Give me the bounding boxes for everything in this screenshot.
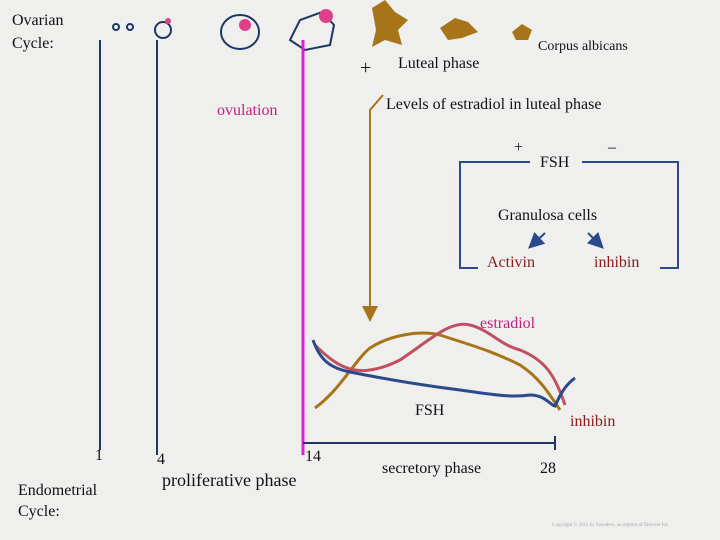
day: 28 <box>540 460 556 477</box>
feedback-minus: – <box>607 139 617 156</box>
follicles <box>112 10 336 52</box>
proliferative-phase: proliferative phase <box>162 470 296 490</box>
inhibin: inhibin <box>594 254 639 271</box>
fsh-curve <box>311 339 576 408</box>
day: 14 <box>305 448 321 465</box>
arrow <box>528 231 546 249</box>
oocytes <box>165 9 333 31</box>
ovarian-label: Cycle: <box>12 35 54 52</box>
feedback-plus: + <box>514 139 523 156</box>
corpus-luteum <box>372 0 532 47</box>
progesterone-curve <box>314 331 562 411</box>
ovarian-label: Ovarian <box>12 12 64 29</box>
endometrial-label: Endometrial <box>18 482 98 499</box>
inhibin-label: inhibin <box>570 413 615 430</box>
day: 1 <box>95 447 103 464</box>
fsh-label: FSH <box>415 402 445 419</box>
copyright: Copyright © 2011 by Saunders, an imprint… <box>552 522 669 528</box>
day: 4 <box>157 451 165 468</box>
estradiol-label: estradiol <box>480 315 536 332</box>
arrow <box>586 231 604 249</box>
activin: Activin <box>487 254 535 271</box>
plus: + <box>360 57 371 79</box>
granulosa: Granulosa cells <box>498 207 597 224</box>
luteal-axis <box>303 436 556 450</box>
feedback-line <box>459 161 530 269</box>
estradiol-curve <box>313 322 567 406</box>
feedback-fsh: FSH <box>540 154 570 171</box>
secretory-phase: secretory phase <box>382 460 481 477</box>
endometrial-label: Cycle: <box>18 503 60 520</box>
levels-label: Levels of estradiol in luteal phase <box>386 96 601 113</box>
ovulation-label: ovulation <box>217 102 277 119</box>
luteal-arrow <box>362 94 384 322</box>
luteal-phase: Luteal phase <box>398 55 479 72</box>
corpus-albicans: Corpus albicans <box>538 39 628 54</box>
feedback-line <box>582 161 679 269</box>
